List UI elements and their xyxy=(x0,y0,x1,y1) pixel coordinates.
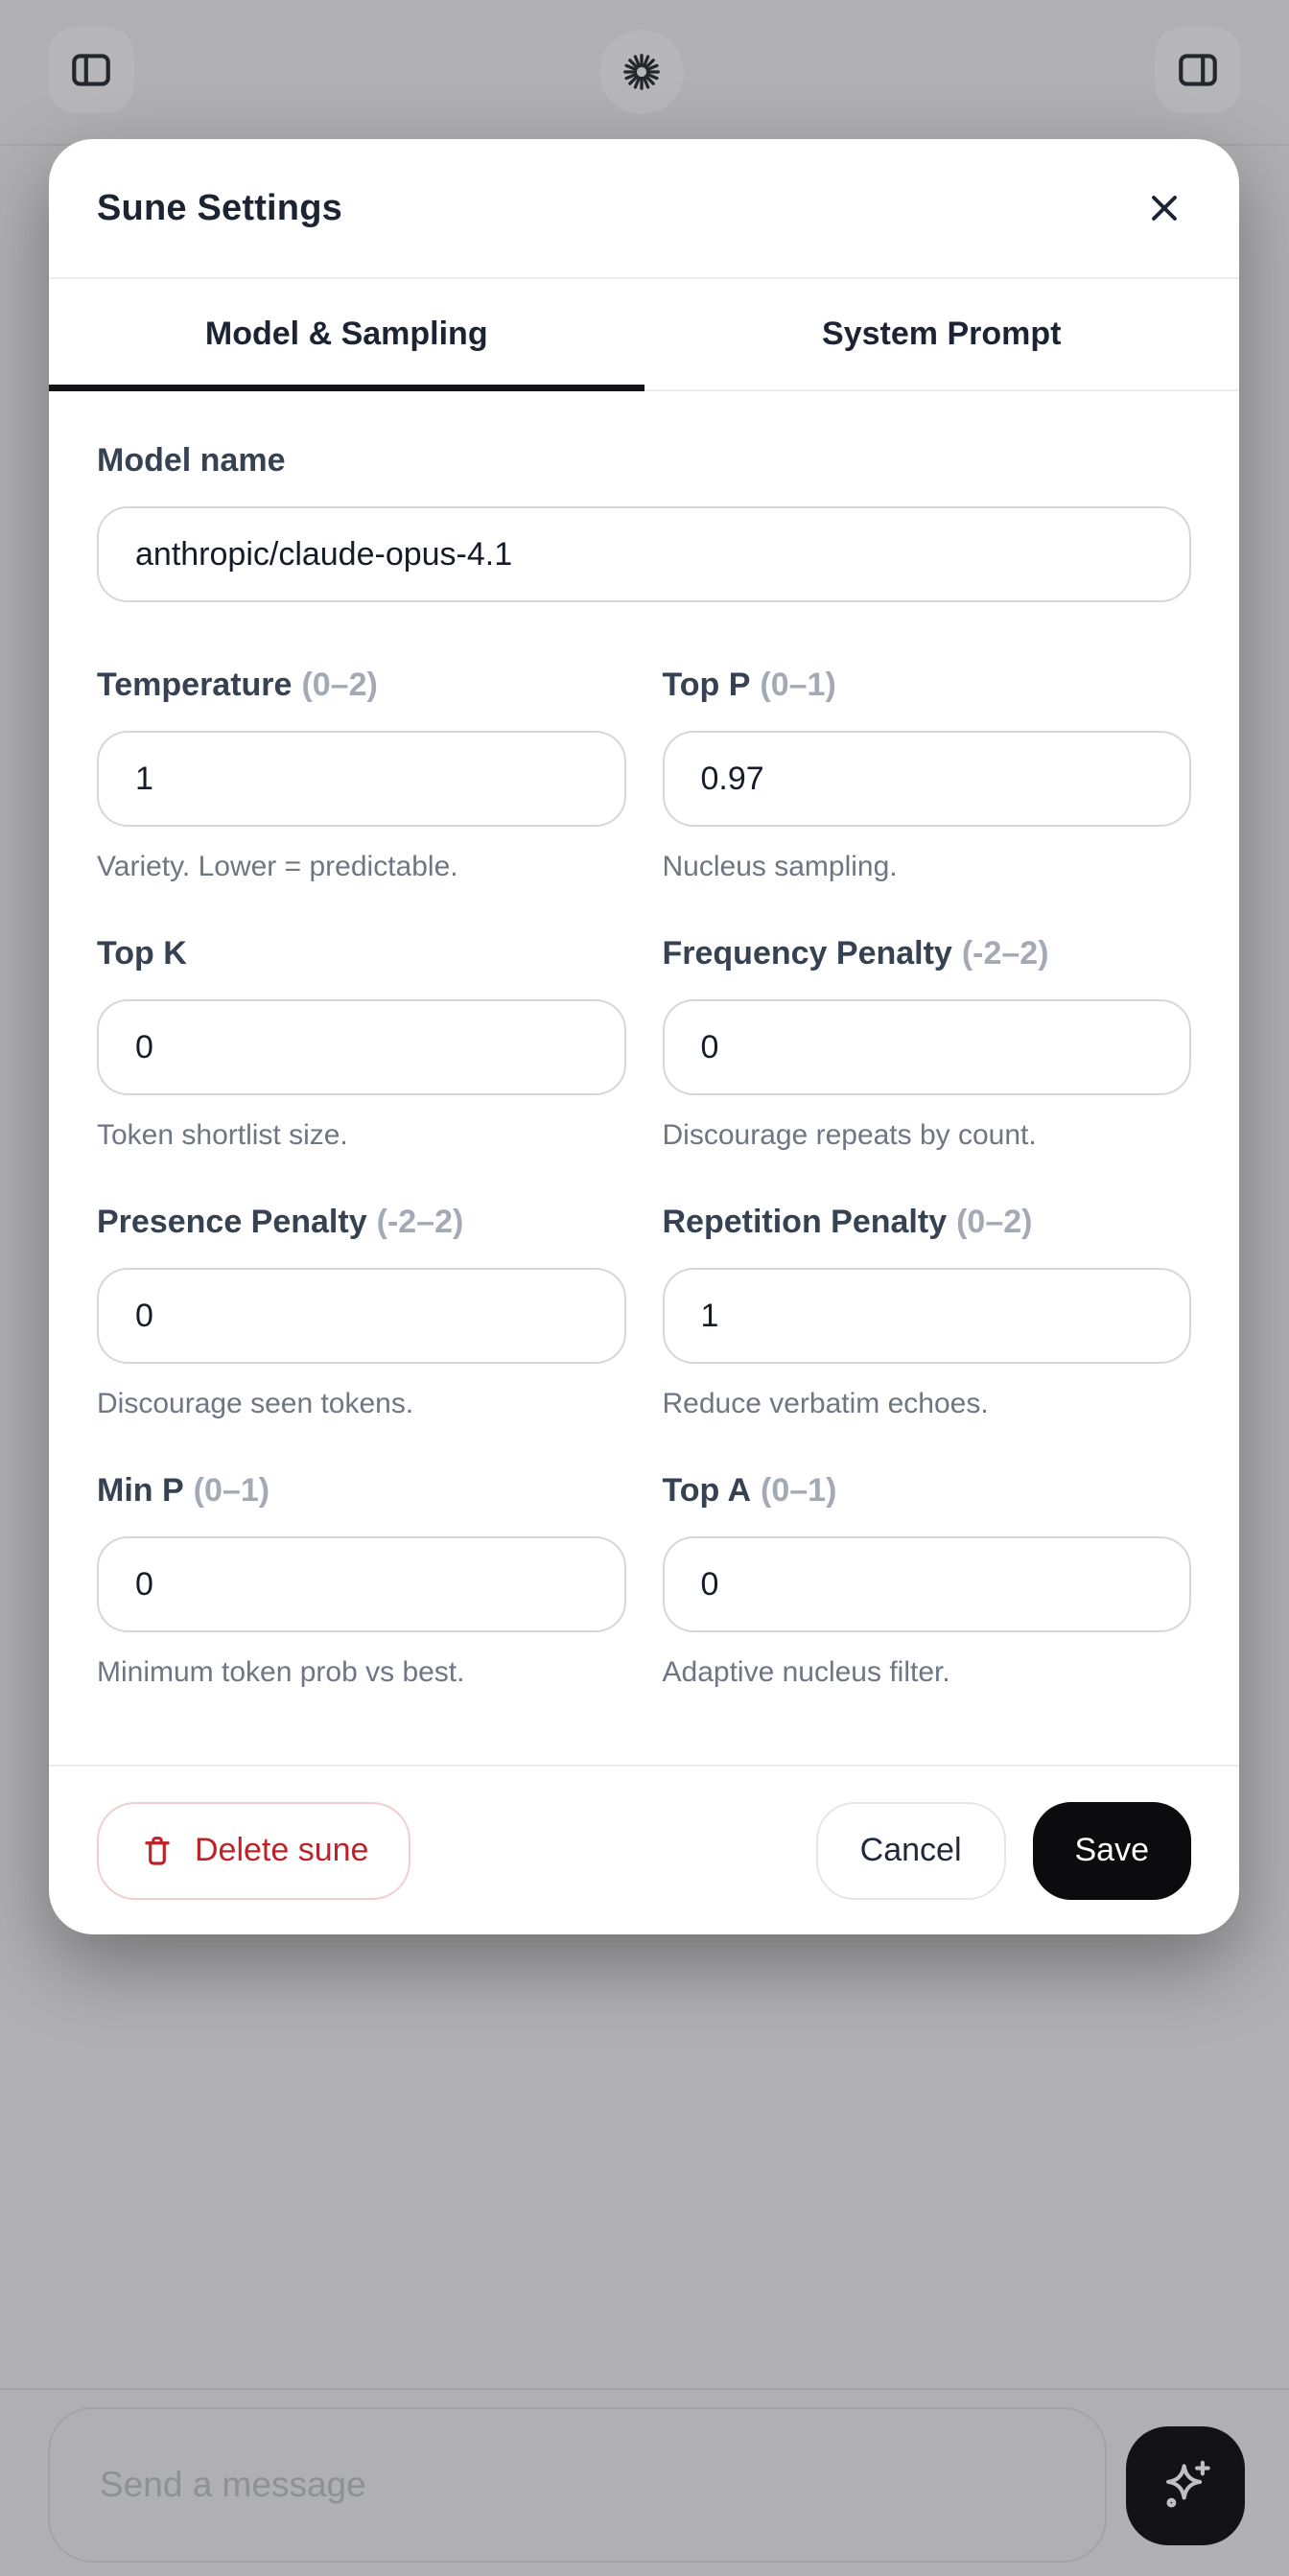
top-p-label: Top P xyxy=(662,667,751,703)
top-k-helper: Token shortlist size. xyxy=(97,1119,348,1151)
app-top-bar xyxy=(0,0,1289,146)
trash-icon xyxy=(139,1833,176,1869)
settings-tab-bar: Model & Sampling System Prompt xyxy=(49,279,1239,391)
sune-settings-dialog: Sune Settings Model & Sampling System Pr… xyxy=(49,139,1239,1934)
frequency-penalty-helper: Discourage repeats by count. xyxy=(662,1119,1037,1151)
dialog-title: Sune Settings xyxy=(97,187,342,228)
field-frequency-penalty: Frequency Penalty(-2–2) Discourage repea… xyxy=(662,934,1191,1153)
field-top-p: Top P(0–1) Nucleus sampling. xyxy=(662,666,1191,884)
repetition-penalty-label: Repetition Penalty xyxy=(662,1204,948,1240)
temperature-input[interactable] xyxy=(97,731,626,827)
presence-penalty-label: Presence Penalty xyxy=(97,1204,367,1240)
top-a-input[interactable] xyxy=(662,1536,1191,1632)
top-k-input[interactable] xyxy=(97,999,626,1095)
field-temperature: Temperature(0–2) Variety. Lower = predic… xyxy=(97,666,626,884)
starburst-logo-icon xyxy=(620,50,664,94)
presence-penalty-input[interactable] xyxy=(97,1268,626,1364)
cancel-button[interactable]: Cancel xyxy=(815,1801,1006,1900)
model-name-input[interactable] xyxy=(97,506,1191,602)
toggle-right-sidebar-button[interactable] xyxy=(1155,27,1241,113)
field-top-a: Top A(0–1) Adaptive nucleus filter. xyxy=(662,1471,1191,1690)
save-label: Save xyxy=(1074,1832,1150,1868)
panel-left-icon xyxy=(67,46,115,94)
cancel-label: Cancel xyxy=(859,1832,962,1868)
delete-sune-label: Delete sune xyxy=(195,1832,369,1868)
field-repetition-penalty: Repetition Penalty(0–2) Reduce verbatim … xyxy=(662,1203,1191,1421)
composer-divider xyxy=(0,2388,1289,2390)
top-a-label: Top A xyxy=(662,1472,752,1509)
temperature-range-hint: (0–2) xyxy=(301,667,378,703)
dialog-header: Sune Settings xyxy=(49,139,1239,279)
save-button[interactable]: Save xyxy=(1032,1801,1191,1900)
temperature-helper: Variety. Lower = predictable. xyxy=(97,851,458,882)
presence-penalty-range-hint: (-2–2) xyxy=(376,1204,464,1240)
sparkle-plus-icon xyxy=(1154,2454,1217,2517)
frequency-penalty-label: Frequency Penalty xyxy=(662,935,952,972)
presence-penalty-helper: Discourage seen tokens. xyxy=(97,1388,414,1419)
top-k-label: Top K xyxy=(97,935,187,972)
delete-sune-button[interactable]: Delete sune xyxy=(97,1801,411,1900)
app-logo-button[interactable] xyxy=(599,30,684,114)
top-a-helper: Adaptive nucleus filter. xyxy=(662,1656,950,1688)
field-presence-penalty: Presence Penalty(-2–2) Discourage seen t… xyxy=(97,1203,626,1421)
repetition-penalty-input[interactable] xyxy=(662,1268,1191,1364)
field-min-p: Min P(0–1) Minimum token prob vs best. xyxy=(97,1471,626,1690)
min-p-helper: Minimum token prob vs best. xyxy=(97,1656,465,1688)
frequency-penalty-input[interactable] xyxy=(662,999,1191,1095)
tab-model-sampling[interactable]: Model & Sampling xyxy=(49,279,644,391)
dialog-footer: Delete sune Cancel Save xyxy=(49,1765,1239,1934)
repetition-penalty-helper: Reduce verbatim echoes. xyxy=(662,1388,989,1419)
repetition-penalty-range-hint: (0–2) xyxy=(956,1204,1033,1240)
min-p-label: Min P xyxy=(97,1472,184,1509)
parameter-grid: Temperature(0–2) Variety. Lower = predic… xyxy=(97,666,1191,1690)
close-x-icon xyxy=(1143,187,1185,229)
send-message-button[interactable] xyxy=(1126,2426,1245,2545)
top-p-range-hint: (0–1) xyxy=(760,667,836,703)
top-a-range-hint: (0–1) xyxy=(761,1472,837,1509)
top-p-helper: Nucleus sampling. xyxy=(662,851,898,882)
toggle-left-sidebar-button[interactable] xyxy=(48,27,134,113)
close-dialog-button[interactable] xyxy=(1137,181,1191,235)
min-p-range-hint: (0–1) xyxy=(193,1472,270,1509)
frequency-penalty-range-hint: (-2–2) xyxy=(961,935,1049,972)
top-p-input[interactable] xyxy=(662,731,1191,827)
settings-form: Model name Temperature(0–2) Variety. Low… xyxy=(49,391,1239,1690)
tab-system-prompt[interactable]: System Prompt xyxy=(644,279,1240,389)
panel-right-icon xyxy=(1174,46,1222,94)
field-top-k: Top K Token shortlist size. xyxy=(97,934,626,1153)
model-name-label: Model name xyxy=(97,442,286,479)
message-input[interactable] xyxy=(48,2407,1107,2563)
min-p-input[interactable] xyxy=(97,1536,626,1632)
temperature-label: Temperature xyxy=(97,667,293,703)
